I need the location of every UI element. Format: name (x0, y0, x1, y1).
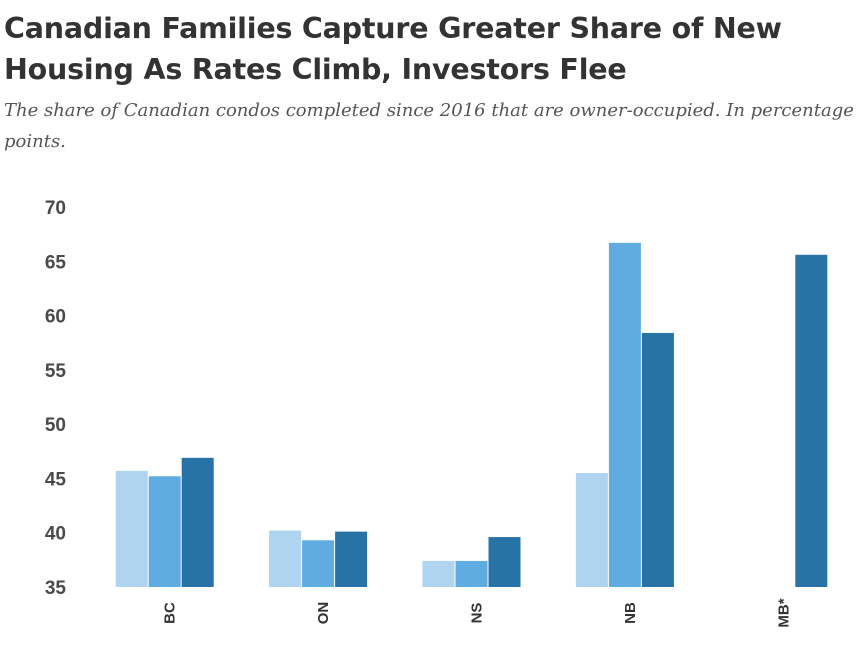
bar-on-1 (269, 530, 302, 587)
y-tick-label: 50 (45, 415, 66, 436)
chart-title: Canadian Families Capture Greater Share … (4, 12, 782, 86)
bar-bc-2 (148, 476, 181, 587)
bar-on-2 (302, 540, 335, 587)
bar-on-3 (335, 531, 368, 587)
y-tick-label: 65 (45, 252, 67, 273)
chart-subtitle: The share of Canadian condos completed s… (4, 100, 854, 152)
y-tick-label: 35 (45, 578, 67, 599)
x-tick-label: NB (622, 602, 639, 624)
bar-ns-1 (422, 560, 455, 587)
bar-bc-3 (181, 457, 214, 587)
bar-ns-2 (455, 560, 488, 587)
y-tick-label: 45 (45, 469, 67, 490)
y-axis: 35 40 45 50 55 60 65 70 (45, 198, 67, 599)
x-tick-label: NS (468, 603, 485, 624)
x-axis: BC ON NS NB MB* (162, 598, 793, 627)
y-tick-label: 70 (45, 198, 66, 219)
x-tick-label: ON (315, 602, 332, 625)
y-tick-label: 55 (45, 361, 67, 382)
bar-ns-3 (488, 537, 521, 587)
x-tick-label: MB* (775, 598, 792, 627)
bar-bc-1 (115, 470, 148, 587)
bar-nb-3 (641, 332, 674, 587)
y-tick-label: 40 (45, 524, 66, 545)
x-tick-label: BC (162, 602, 179, 624)
bars (115, 242, 828, 588)
y-tick-label: 60 (45, 307, 66, 328)
bar-mb-3 (795, 254, 828, 587)
bar-nb-2 (608, 242, 641, 588)
bar-nb-1 (575, 473, 608, 587)
